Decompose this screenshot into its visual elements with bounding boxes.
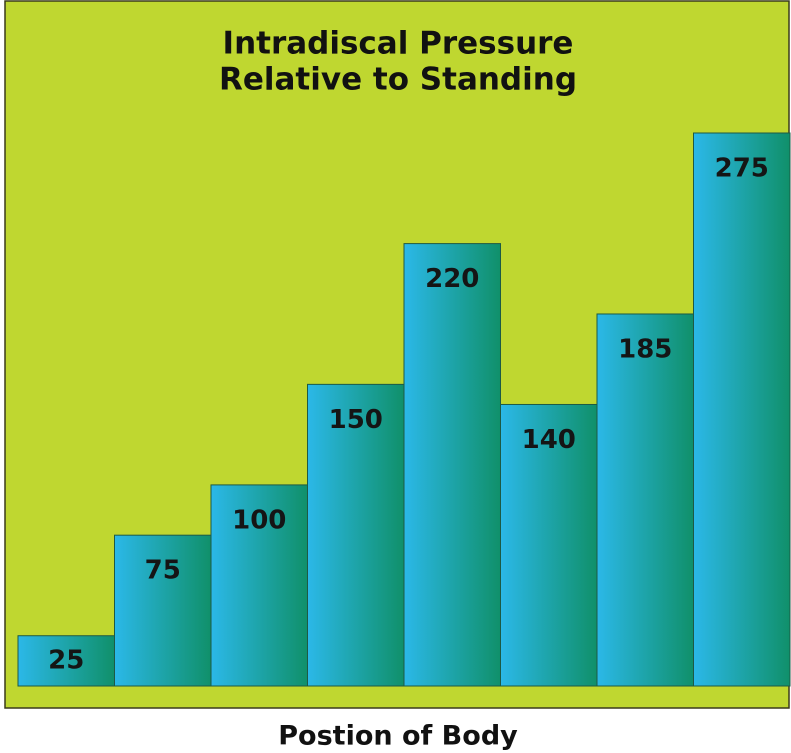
data-label: 140 xyxy=(522,425,576,455)
chart: Intradiscal Pressure Relative to Standin… xyxy=(0,0,791,753)
data-label: 275 xyxy=(715,154,769,184)
data-label: 100 xyxy=(232,505,286,535)
chart-title: Intradiscal Pressure xyxy=(223,26,574,62)
bar xyxy=(694,133,791,686)
bar xyxy=(404,244,501,686)
bar xyxy=(597,314,694,686)
data-label: 220 xyxy=(425,264,479,294)
data-label: 75 xyxy=(145,556,181,586)
data-label: 25 xyxy=(48,645,84,675)
chart-title: Relative to Standing xyxy=(219,62,577,98)
x-axis-label: Postion of Body xyxy=(278,721,518,752)
data-label: 185 xyxy=(618,334,672,364)
data-label: 150 xyxy=(329,405,383,435)
